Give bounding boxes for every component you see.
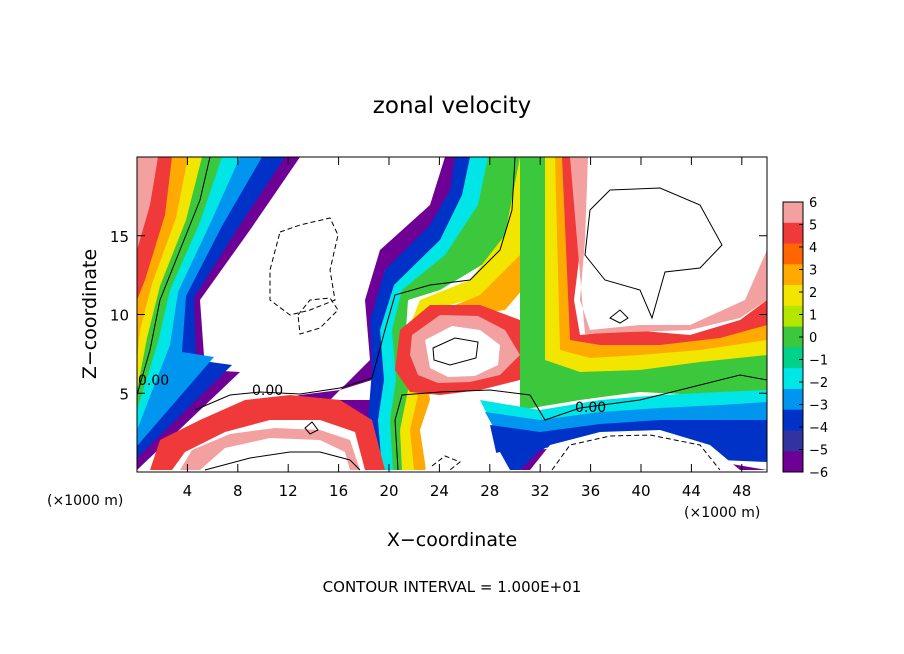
colorbar-label: −6 [809,466,828,481]
lower-center-white-right [480,452,510,470]
y-axis-ticks: 5 10 15 [110,228,767,403]
colorbar: 6 5 4 3 2 1 0 −1 −2 −3 −4 −5 −6 [782,196,828,481]
y-tick-label: 15 [110,228,129,246]
x-tick-label: 20 [379,482,398,500]
colorbar-label: 4 [809,241,817,256]
central-white-bubble [425,326,500,377]
x-tick-label: 32 [531,482,550,500]
colorbar-label: 3 [809,264,817,279]
colorbar-swatch [783,368,803,390]
contour-label: 0.00 [252,383,283,399]
colorbar-label: −4 [809,421,828,436]
x-unit-right: (×1000 m) [684,505,760,521]
colorbar-label: 1 [809,309,817,324]
colorbar-label: 5 [809,219,817,234]
contour-interval-footer: CONTOUR INTERVAL = 1.000E+01 [323,578,582,596]
x-tick-label: 40 [631,482,650,500]
x-tick-label: 24 [430,482,449,500]
colorbar-swatch [783,451,803,473]
colorbar-swatch [783,347,803,369]
left-band-pink [137,157,158,250]
central-jet-yellow [400,157,552,470]
chart-title: zonal velocity [373,93,531,119]
contour-line-dashed [269,217,339,316]
contour-line [584,187,723,320]
colorbar-label: −1 [809,354,828,369]
y-tick-label: 10 [110,307,129,325]
lower-center-white-left [425,432,495,470]
contour-line [432,337,479,366]
contour-line [204,451,361,471]
central-jet-green [390,157,535,470]
x-axis-label: X−coordinate [387,529,517,551]
x-tick-label: 48 [732,482,751,500]
colorbar-label: 2 [809,286,817,301]
colorbar-label: 6 [809,196,817,211]
colorbar-swatch [783,264,803,286]
x-tick-label: 12 [279,482,298,500]
colorbar-swatch [783,388,803,411]
x-axis-ticks: 4 8 12 16 20 24 28 32 36 40 44 48 [183,157,751,500]
colorbar-label: −2 [809,376,828,391]
contour-line [304,421,319,435]
x-unit-left: (×1000 m) [47,493,123,509]
contour-label: 0.00 [138,373,169,389]
colorbar-swatch [783,285,803,307]
contour-labels: 0.00 0.00 0.00 [138,373,606,416]
colorbar-swatch [783,202,803,224]
x-tick-label: 16 [329,482,348,500]
contour-line [137,157,211,396]
contour-line [609,309,629,324]
x-tick-label: 28 [480,482,499,500]
contour-line [394,374,767,471]
contour-line-dashed [431,455,461,471]
contour-line-dashed [297,297,339,335]
x-tick-label: 4 [183,482,193,500]
contour-line [194,157,516,411]
x-tick-label: 36 [581,482,600,500]
colorbar-swatch [783,326,803,348]
colorbar-label: −5 [809,444,828,459]
colorbar-swatch [783,430,803,452]
x-tick-label: 44 [682,482,701,500]
right-white-region [588,157,767,325]
colorbar-swatch [783,305,803,328]
velocity-field [137,157,767,472]
lower-right-white [530,430,740,470]
y-tick-label: 5 [119,385,129,403]
lower-left-red [150,395,385,470]
y-axis-label: Z−coordinate [79,249,101,379]
colorbar-label: −3 [809,399,828,414]
colorbar-swatch [783,409,803,431]
x-tick-label: 8 [233,482,243,500]
contour-label: 0.00 [575,400,606,416]
contour-line-dashed [551,434,721,471]
colorbar-swatch [783,222,803,245]
colorbar-label: 0 [809,331,817,346]
colorbar-swatch [783,243,803,265]
lower-right-darkblue [490,420,767,470]
